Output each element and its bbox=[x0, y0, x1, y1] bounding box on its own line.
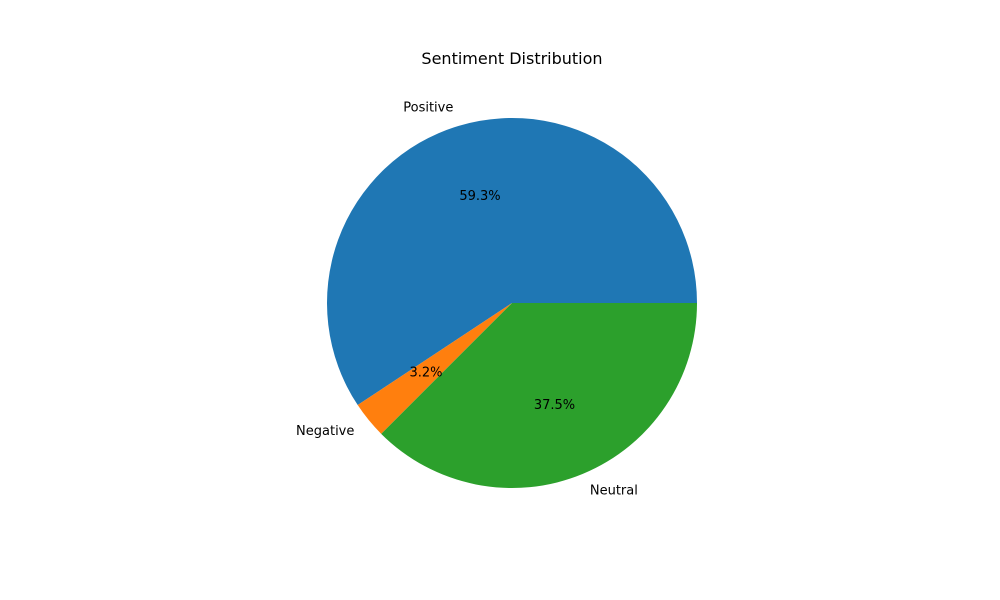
pie-slice-neutral bbox=[381, 303, 697, 488]
chart-title: Sentiment Distribution bbox=[421, 49, 602, 68]
slice-label-negative: Negative bbox=[296, 424, 354, 439]
slice-percent-positive: 59.3% bbox=[459, 189, 500, 204]
slice-label-positive: Positive bbox=[403, 101, 453, 116]
pie-slice-negative bbox=[357, 303, 512, 434]
slice-percent-negative: 3.2% bbox=[410, 366, 443, 381]
pie-slices bbox=[327, 117, 697, 488]
pie-slice-positive bbox=[327, 117, 697, 406]
pie-labels: Positive 59.3% Negative 3.2% Neutral 37.5% bbox=[296, 101, 638, 499]
slice-label-neutral: Neutral bbox=[590, 484, 638, 499]
slice-percent-neutral: 37.5% bbox=[534, 398, 575, 413]
